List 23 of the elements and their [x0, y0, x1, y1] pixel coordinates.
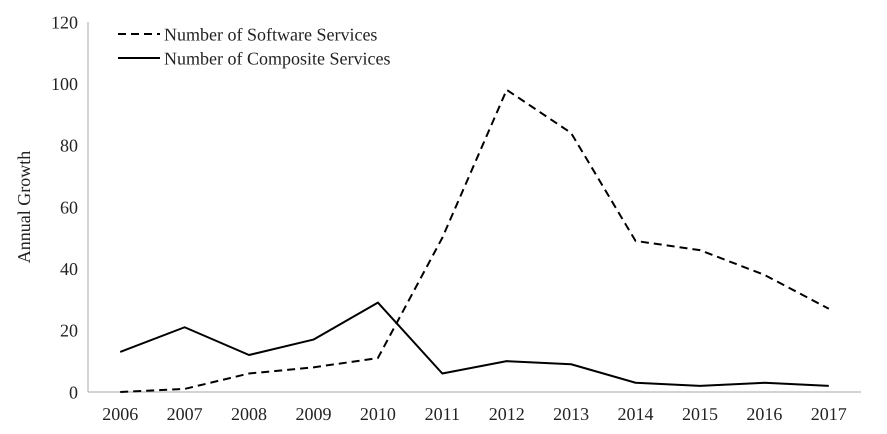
y-axis-title: Annual Growth	[14, 150, 34, 264]
x-tick-label: 2010	[360, 404, 396, 424]
line-series	[119, 88, 830, 393]
x-tick-label: 2017	[810, 404, 847, 424]
x-tick-label: 2016	[746, 404, 782, 424]
y-tick-label: 80	[60, 136, 78, 156]
x-tick-label: 2011	[424, 404, 460, 424]
x-tick-label: 2015	[682, 404, 718, 424]
x-tick-label: 2006	[102, 404, 138, 424]
y-tick-label: 0	[69, 382, 78, 402]
x-tick-label: 2014	[618, 404, 654, 424]
legend-label: Number of Software Services	[164, 24, 378, 44]
x-tick-label: 2013	[553, 404, 590, 424]
x-tick-label: 2009	[295, 404, 332, 424]
y-tick-label: 20	[60, 320, 78, 341]
x-tick-label: 2012	[488, 404, 525, 424]
y-tick-label: 120	[51, 12, 78, 32]
legend-label: Number of Composite Services	[164, 48, 390, 68]
y-tick-label: 40	[60, 258, 78, 279]
y-tick-label: 60	[60, 197, 78, 218]
y-tick-label: 100	[51, 74, 78, 94]
x-tick-label: 2008	[231, 404, 268, 424]
x-tick-label: 2007	[166, 404, 203, 424]
